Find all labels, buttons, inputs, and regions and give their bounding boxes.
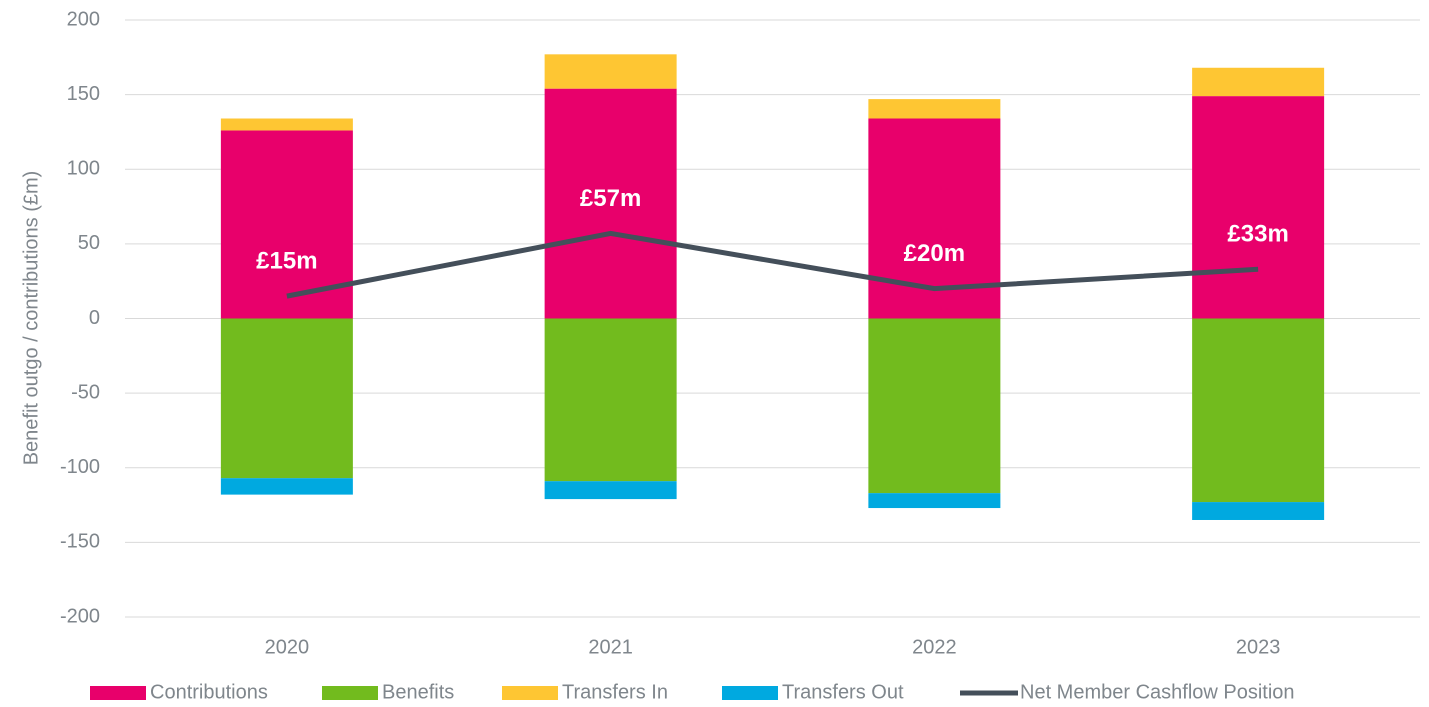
bar-segment (1192, 318, 1325, 503)
bar-segment (1192, 67, 1325, 97)
bar-segment (220, 130, 353, 319)
y-tick-label: -200 (60, 605, 100, 627)
y-tick-label: 150 (67, 83, 100, 105)
data-label: £33m (1227, 221, 1288, 248)
bar-segment (868, 318, 1001, 494)
data-label: £57m (580, 185, 641, 212)
bar-segment (544, 481, 677, 500)
x-tick-label: 2020 (265, 636, 310, 658)
legend-label: Benefits (382, 681, 454, 703)
bar-segment (868, 493, 1001, 509)
legend-label: Transfers Out (782, 681, 904, 703)
legend-label: Transfers In (562, 681, 668, 703)
bar-segment (544, 318, 677, 482)
bar-segment (220, 318, 353, 479)
y-axis-title: Benefit outgo / contributions (£m) (20, 171, 42, 466)
x-tick-label: 2021 (588, 636, 633, 658)
bar-segment (220, 478, 353, 495)
legend-swatch (322, 686, 378, 700)
y-tick-label: 200 (67, 8, 100, 30)
y-tick-label: -150 (60, 531, 100, 553)
legend-label: Contributions (150, 681, 268, 703)
legend-swatch (502, 686, 558, 700)
y-tick-label: -100 (60, 456, 100, 478)
bar-segment (544, 54, 677, 89)
data-label: £15m (256, 247, 317, 274)
bar-segment (1192, 96, 1325, 319)
bar-segment (544, 88, 677, 319)
x-tick-label: 2022 (912, 636, 957, 658)
legend-swatch (90, 686, 146, 700)
y-tick-label: 0 (89, 307, 100, 329)
y-tick-label: 50 (78, 232, 100, 254)
y-tick-label: 100 (67, 158, 100, 180)
line (286, 230, 1259, 299)
legend-label: Net Member Cashflow Position (1020, 681, 1295, 703)
x-tick-label: 2023 (1236, 636, 1281, 658)
bar-segment (1192, 502, 1325, 520)
y-tick-label: -50 (71, 381, 100, 403)
data-label: £20m (904, 240, 965, 267)
bar-segment (868, 99, 1001, 119)
bar-segment (220, 118, 353, 131)
legend-swatch (722, 686, 778, 700)
